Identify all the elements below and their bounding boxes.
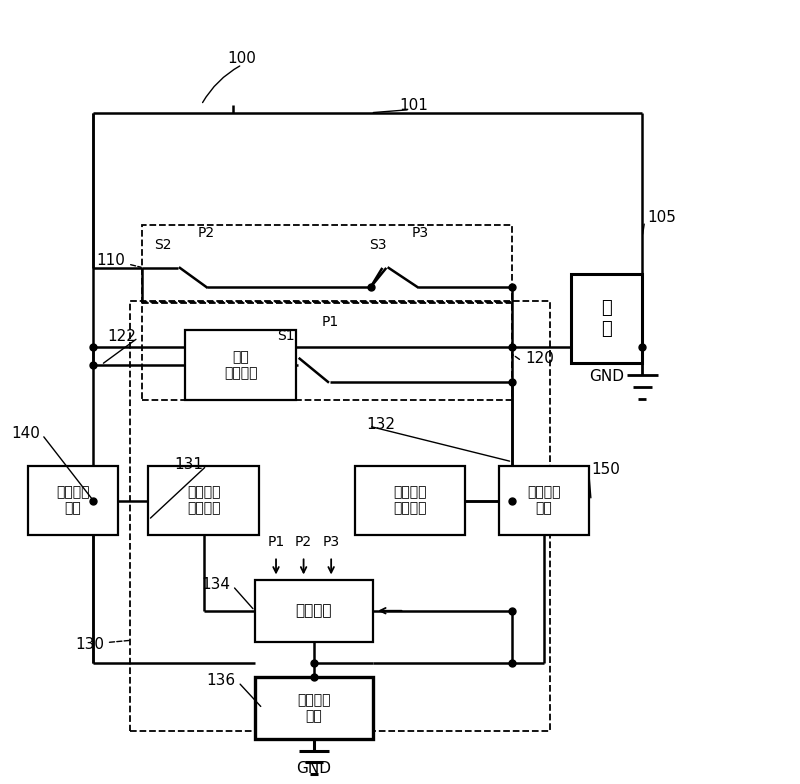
Bar	[254, 677, 373, 739]
Text: 136: 136	[206, 673, 235, 688]
Text: 第二储能
单元: 第二储能 单元	[527, 485, 561, 516]
Text: GND: GND	[296, 760, 331, 775]
Text: 122: 122	[107, 328, 136, 343]
Text: 120: 120	[526, 351, 554, 366]
Text: 电流感测
单元: 电流感测 单元	[297, 693, 330, 724]
Bar	[571, 274, 642, 363]
Text: 第一储能
单元: 第一储能 单元	[56, 485, 90, 516]
Text: P3: P3	[411, 226, 429, 240]
Text: P1: P1	[322, 315, 339, 329]
Text: 130: 130	[75, 637, 104, 652]
Bar	[254, 579, 373, 642]
Text: P2: P2	[295, 535, 312, 550]
Text: 105: 105	[648, 210, 677, 225]
Bar	[130, 301, 550, 731]
Text: 132: 132	[366, 417, 395, 432]
Bar	[149, 466, 258, 535]
Text: 第一电池
管理单元: 第一电池 管理单元	[187, 485, 220, 516]
Text: P1: P1	[267, 535, 285, 550]
Text: 134: 134	[202, 577, 230, 592]
Text: 150: 150	[591, 462, 620, 477]
Text: 电流
限制单元: 电流 限制单元	[224, 350, 258, 380]
Bar	[142, 302, 512, 400]
Text: GND: GND	[590, 369, 624, 384]
Text: S3: S3	[369, 238, 386, 252]
Bar	[498, 466, 589, 535]
Text: 101: 101	[399, 97, 428, 112]
Text: 第二电池
管理单元: 第二电池 管理单元	[393, 485, 426, 516]
Bar	[142, 225, 512, 303]
Text: 140: 140	[11, 426, 40, 441]
Text: 110: 110	[96, 253, 125, 268]
Text: 131: 131	[174, 456, 203, 472]
Text: S2: S2	[154, 238, 172, 252]
Text: S1: S1	[278, 329, 295, 343]
Text: 控制单元: 控制单元	[295, 603, 332, 619]
Bar	[27, 466, 118, 535]
Text: 负
载: 负 载	[602, 299, 612, 338]
Text: P2: P2	[198, 226, 214, 240]
Text: P3: P3	[322, 535, 340, 550]
Text: 100: 100	[228, 51, 257, 66]
Bar	[354, 466, 465, 535]
Bar	[186, 330, 296, 400]
